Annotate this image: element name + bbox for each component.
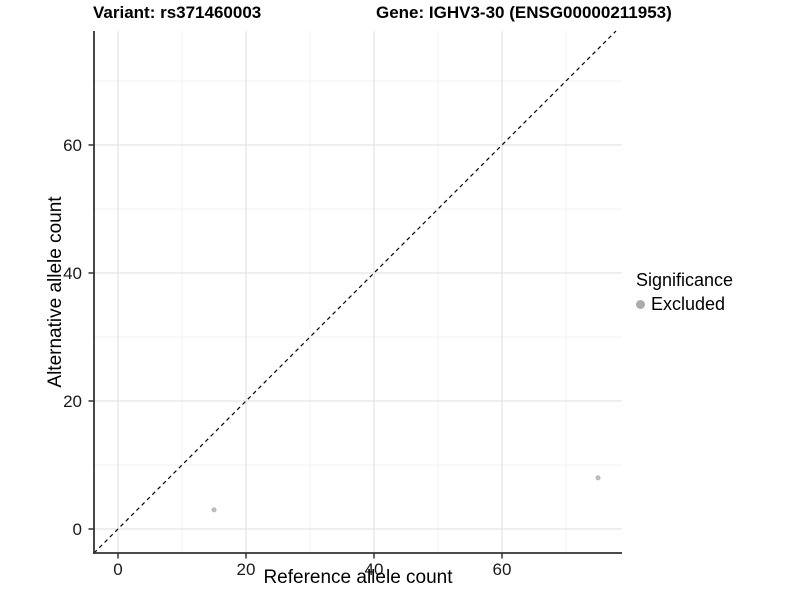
x-tick-label: 0 [113, 560, 122, 579]
gene-title: Gene: IGHV3-30 (ENSG00000211953) [376, 3, 672, 22]
x-tick-label: 20 [237, 560, 256, 579]
legend-point-icon [636, 300, 645, 309]
legend: Significance Excluded [636, 270, 733, 315]
y-axis-title: Alternative allele count [45, 196, 66, 388]
data-point [595, 475, 601, 481]
y-tick-label: 20 [63, 392, 82, 411]
y-axis-ticks: 0 20 40 60 [63, 136, 94, 539]
data-points [211, 475, 601, 513]
grid-major [94, 31, 622, 553]
y-tick-label: 0 [73, 520, 82, 539]
x-tick-label: 60 [493, 560, 512, 579]
legend-title: Significance [636, 270, 734, 290]
variant-title: Variant: rs371460003 [93, 3, 262, 22]
y-tick-label: 40 [63, 264, 82, 283]
identity-line [93, 30, 617, 554]
legend-item-excluded: Excluded [636, 294, 733, 315]
x-axis-title: Reference allele count [263, 567, 453, 588]
data-point [211, 507, 217, 513]
legend-item-label: Excluded [651, 294, 726, 314]
x-tick-label: 40 [365, 560, 384, 579]
grid-minor [94, 31, 622, 553]
y-tick-label: 60 [63, 136, 82, 155]
x-axis-ticks: 0 20 40 60 [113, 553, 511, 579]
axis-lines [93, 31, 622, 554]
